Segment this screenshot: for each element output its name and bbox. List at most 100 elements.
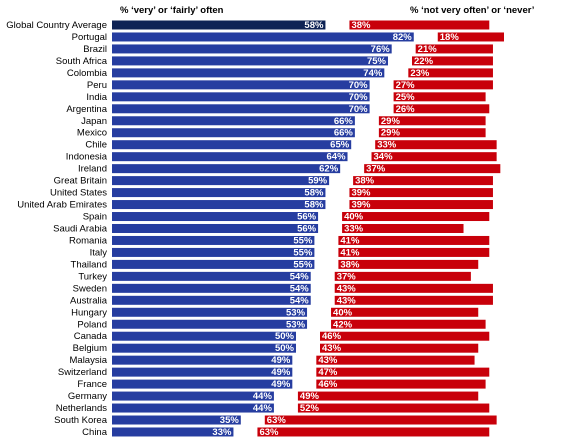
rarely-value-label: 43% bbox=[337, 295, 357, 306]
category-label: Italy bbox=[90, 247, 108, 258]
rarely-value-label: 18% bbox=[440, 32, 460, 43]
rarely-value-label: 42% bbox=[333, 319, 353, 330]
often-value-label: 44% bbox=[253, 403, 273, 414]
often-bar bbox=[112, 32, 414, 42]
often-value-label: 44% bbox=[253, 391, 273, 402]
rarely-bar bbox=[257, 427, 490, 437]
rarely-bar bbox=[342, 212, 490, 222]
often-bar bbox=[112, 128, 355, 138]
rarely-bar bbox=[316, 367, 490, 377]
chart-rows: Global Country Average 58% 38% Portugal 82% 1… bbox=[6, 20, 504, 438]
rarely-bar bbox=[334, 283, 493, 293]
rarely-value-label: 38% bbox=[355, 176, 375, 187]
often-value-label: 58% bbox=[304, 188, 324, 199]
rarely-bar bbox=[393, 80, 493, 90]
rarely-value-label: 26% bbox=[396, 104, 416, 115]
rarely-bar bbox=[297, 391, 479, 401]
rarely-value-label: 29% bbox=[381, 116, 401, 127]
often-bar bbox=[112, 367, 293, 377]
rarely-value-label: 37% bbox=[366, 164, 386, 175]
rarely-bar bbox=[375, 140, 497, 150]
rarely-bar bbox=[415, 44, 493, 54]
often-value-label: 66% bbox=[334, 128, 354, 139]
rarely-bar bbox=[342, 223, 464, 233]
often-value-label: 65% bbox=[330, 140, 350, 151]
rarely-value-label: 41% bbox=[340, 235, 360, 246]
often-bar bbox=[112, 200, 326, 210]
often-bar bbox=[112, 56, 388, 66]
category-label: Great Britain bbox=[54, 176, 107, 187]
often-bar bbox=[112, 188, 326, 198]
often-bar bbox=[112, 223, 319, 233]
category-label: Hungary bbox=[71, 307, 107, 318]
often-bar bbox=[112, 355, 293, 365]
category-label: Switzerland bbox=[58, 367, 107, 378]
often-value-label: 62% bbox=[319, 164, 339, 175]
often-bar bbox=[112, 44, 392, 54]
rarely-value-label: 29% bbox=[381, 128, 401, 139]
rarely-bar bbox=[331, 319, 486, 329]
often-value-label: 58% bbox=[304, 200, 324, 211]
rarely-bar bbox=[297, 403, 490, 413]
rarely-value-label: 37% bbox=[337, 271, 357, 282]
often-value-label: 70% bbox=[349, 104, 369, 115]
right-series-header: % ‘not very often’ or ‘never’ bbox=[410, 5, 534, 16]
often-value-label: 35% bbox=[220, 415, 240, 426]
rarely-bar bbox=[412, 56, 493, 66]
category-label: Brazil bbox=[83, 44, 107, 55]
rarely-bar bbox=[331, 307, 479, 317]
category-label: Global Country Average bbox=[6, 20, 107, 31]
category-label: Germany bbox=[68, 391, 107, 402]
rarely-bar bbox=[349, 200, 493, 210]
often-bar bbox=[112, 104, 370, 114]
rarely-value-label: 43% bbox=[337, 283, 357, 294]
rarely-value-label: 33% bbox=[377, 140, 397, 151]
often-value-label: 75% bbox=[367, 56, 387, 67]
often-bar bbox=[112, 164, 341, 174]
rarely-value-label: 43% bbox=[322, 343, 342, 354]
rarely-value-label: 33% bbox=[344, 223, 364, 234]
often-value-label: 55% bbox=[293, 259, 313, 270]
often-bar bbox=[112, 343, 296, 353]
rarely-bar bbox=[349, 20, 490, 30]
rarely-bar bbox=[364, 164, 501, 174]
left-series-header: % ‘very’ or ‘fairly’ often bbox=[120, 5, 224, 16]
category-label: South Africa bbox=[56, 56, 108, 67]
often-value-label: 50% bbox=[275, 343, 295, 354]
category-label: Peru bbox=[87, 80, 107, 91]
often-bar bbox=[112, 68, 385, 78]
category-label: China bbox=[82, 427, 108, 438]
often-bar bbox=[112, 92, 370, 102]
rarely-bar bbox=[437, 32, 504, 42]
often-value-label: 56% bbox=[297, 212, 317, 223]
often-bar bbox=[112, 319, 308, 329]
often-bar bbox=[112, 152, 348, 162]
often-value-label: 49% bbox=[271, 367, 291, 378]
often-value-label: 33% bbox=[212, 427, 232, 438]
often-bar bbox=[112, 307, 308, 317]
category-label: India bbox=[86, 92, 107, 103]
often-bar bbox=[112, 379, 293, 389]
often-value-label: 53% bbox=[286, 319, 306, 330]
rarely-value-label: 47% bbox=[318, 367, 338, 378]
often-value-label: 54% bbox=[290, 295, 310, 306]
often-value-label: 50% bbox=[275, 331, 295, 342]
rarely-value-label: 46% bbox=[318, 379, 338, 390]
rarely-bar bbox=[408, 68, 493, 78]
category-label: Colombia bbox=[67, 68, 108, 79]
category-label: Spain bbox=[83, 212, 107, 223]
often-value-label: 54% bbox=[290, 283, 310, 294]
category-label: Malaysia bbox=[70, 355, 108, 366]
rarely-value-label: 46% bbox=[322, 331, 342, 342]
category-label: United Arab Emirates bbox=[17, 200, 107, 211]
often-value-label: 70% bbox=[349, 80, 369, 91]
often-bar bbox=[112, 80, 370, 90]
often-bar bbox=[112, 331, 296, 341]
rarely-value-label: 63% bbox=[259, 427, 279, 438]
rarely-value-label: 39% bbox=[351, 200, 371, 211]
category-label: Mexico bbox=[77, 128, 107, 139]
category-label: Ireland bbox=[78, 164, 107, 175]
rarely-bar bbox=[264, 415, 497, 425]
often-bar bbox=[112, 116, 355, 126]
rarely-bar bbox=[393, 104, 490, 114]
